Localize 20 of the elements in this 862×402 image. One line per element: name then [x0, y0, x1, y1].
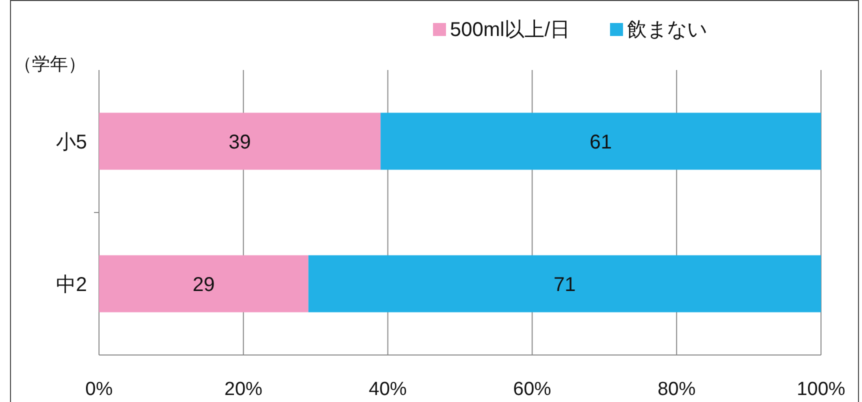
bar: [308, 255, 821, 312]
bar: [380, 112, 821, 170]
data-label: 39: [228, 131, 251, 154]
data-label: 71: [554, 274, 576, 296]
x-tick-label: 0%: [85, 379, 113, 400]
bar: [99, 112, 381, 170]
legend-label: 500ml以上/日: [450, 19, 570, 41]
飲まない: 61 71: [308, 112, 821, 312]
data-label: 29: [192, 274, 215, 296]
y-axis-title: （学年）: [14, 54, 86, 74]
x-tick-label: 80%: [658, 379, 696, 400]
data-label: 61: [590, 131, 612, 154]
x-tick-label: 100%: [796, 379, 846, 400]
x-tick-label: 40%: [368, 379, 407, 400]
bar: [99, 255, 308, 312]
x-tick-label: 20%: [224, 379, 263, 400]
legend-label: 飲まない: [627, 19, 708, 41]
x-tick-label: 60%: [513, 379, 552, 400]
y-tick-label: 小5: [56, 131, 87, 154]
y-tick-label: 中2: [56, 274, 87, 296]
